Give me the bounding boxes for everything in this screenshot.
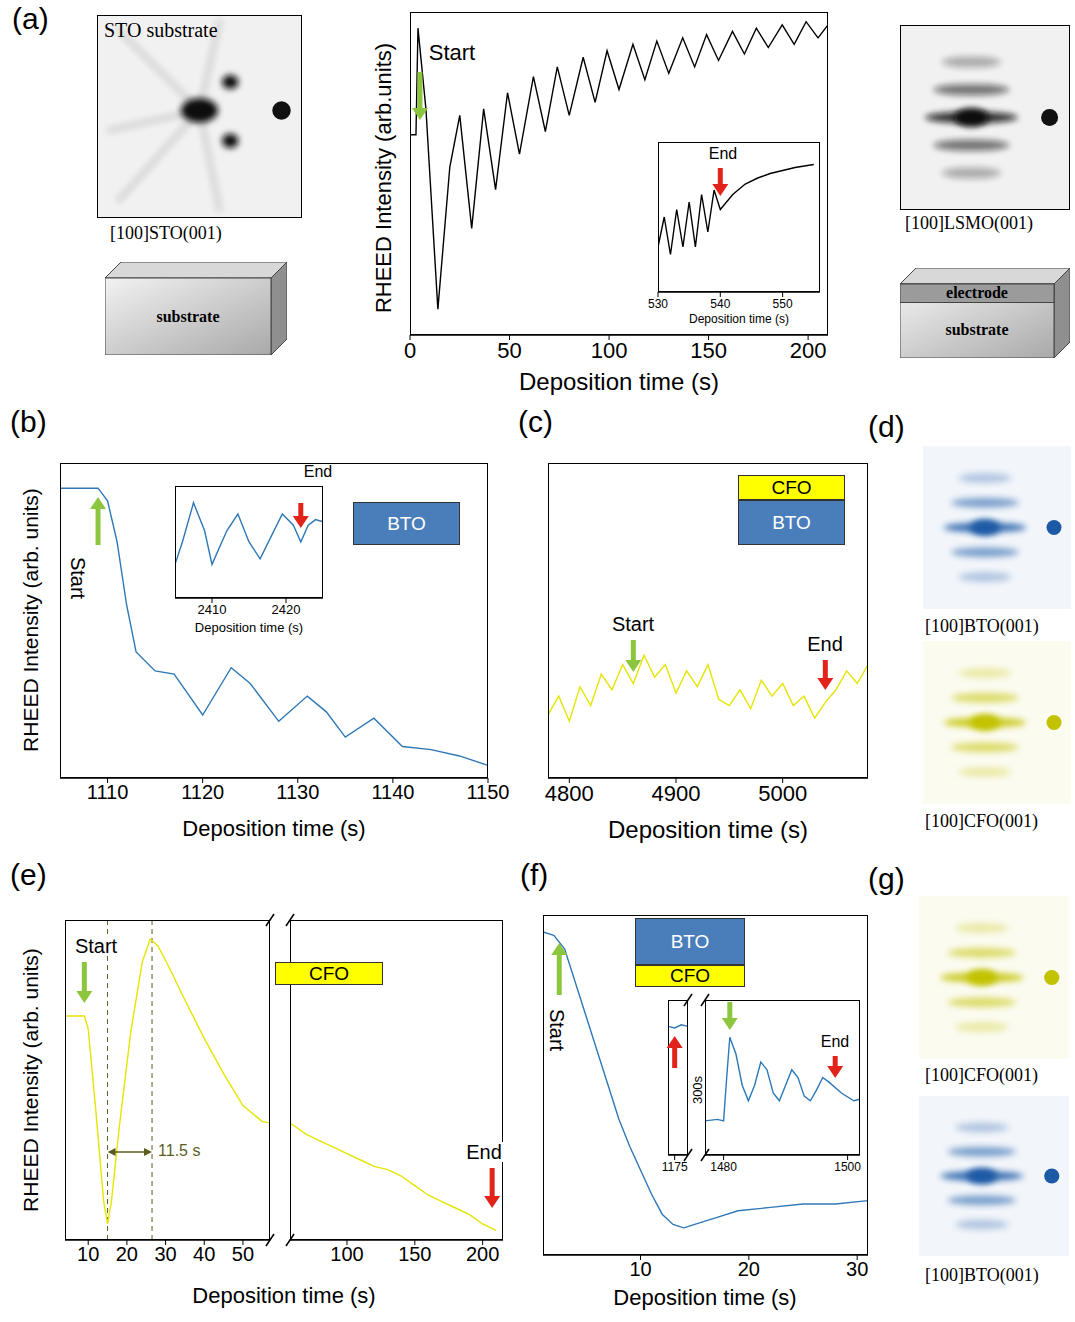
- html-text:(f): (f): [520, 858, 549, 891]
- svg-text:10: 10: [77, 1243, 99, 1265]
- svg-text:30: 30: [846, 1258, 868, 1280]
- html-text:BTO: BTO: [772, 511, 811, 533]
- svg-text:5000: 5000: [758, 781, 807, 806]
- html-text:Deposition time (s): Deposition time (s): [194, 620, 304, 635]
- svg-text:2410: 2410: [198, 602, 227, 617]
- svg-text:100: 100: [330, 1243, 363, 1265]
- svg-text:4800: 4800: [545, 781, 594, 806]
- svg-text:20: 20: [116, 1243, 138, 1265]
- html-text:End: End: [466, 1141, 502, 1163]
- html-text:Deposition time (s): Deposition time (s): [519, 368, 719, 395]
- svg-text:1175: 1175: [662, 1160, 688, 1174]
- html-text:RHEED Intensity (arb.units): RHEED Intensity (arb.units): [371, 42, 396, 314]
- svg-text:0: 0: [404, 338, 416, 363]
- html-text:[100]CFO(001): [100]CFO(001): [925, 811, 1038, 831]
- svg-text:substrate: substrate: [945, 321, 1008, 338]
- html-text:(g): (g): [868, 862, 905, 895]
- html-text:Deposition time (s): Deposition time (s): [613, 1285, 797, 1310]
- svg-text:20: 20: [738, 1258, 760, 1280]
- html-text:Deposition time (s): Deposition time (s): [689, 312, 789, 326]
- svg-text:40: 40: [193, 1243, 215, 1265]
- html-text:CFO: CFO: [669, 965, 710, 986]
- svg-text:electrode: electrode: [946, 284, 1008, 301]
- html-text:[100]CFO(001): [100]CFO(001): [925, 1065, 1038, 1085]
- svg-text:50: 50: [497, 338, 521, 363]
- svg-text:1130: 1130: [276, 781, 319, 803]
- html-text:End: End: [303, 463, 333, 480]
- html-text:Deposition time (s): Deposition time (s): [608, 816, 808, 843]
- svg-text:150: 150: [690, 338, 727, 363]
- html-text:Start: Start: [428, 40, 476, 65]
- html-text:(a): (a): [12, 2, 49, 35]
- svg-text:550: 550: [773, 297, 793, 311]
- html-text:End: End: [807, 633, 843, 655]
- html-text:[100]STO(001): [100]STO(001): [110, 223, 222, 243]
- html-text:Start: Start: [67, 556, 89, 600]
- html-text:(b): (b): [10, 405, 47, 438]
- svg-text:200: 200: [790, 338, 827, 363]
- svg-text:substrate: substrate: [156, 308, 219, 325]
- html-text:Start: Start: [74, 935, 118, 957]
- svg-text:10: 10: [629, 1258, 651, 1280]
- html-text:[100]LSMO(001): [100]LSMO(001): [905, 213, 1033, 233]
- svg-text:540: 540: [710, 297, 730, 311]
- svg-text:4900: 4900: [652, 781, 701, 806]
- html-text:BTO: BTO: [670, 930, 710, 952]
- svg-text:30: 30: [154, 1243, 176, 1265]
- html-text:RHEED Intensity (arb. units): RHEED Intensity (arb. units): [18, 948, 42, 1212]
- html-text:[100]BTO(001): [100]BTO(001): [925, 1265, 1039, 1285]
- html-text:(d): (d): [868, 410, 905, 443]
- html-text:(c): (c): [518, 405, 553, 438]
- svg-text:1110: 1110: [87, 781, 129, 803]
- html-text:End: End: [708, 145, 738, 162]
- svg-text:50: 50: [232, 1243, 254, 1265]
- svg-text:1500: 1500: [834, 1160, 861, 1174]
- html-text:RHEED Intensity (arb. units): RHEED Intensity (arb. units): [18, 488, 42, 752]
- html-text:STO substrate: STO substrate: [104, 19, 218, 41]
- html-text:11.5 s: 11.5 s: [158, 1142, 201, 1159]
- svg-text:100: 100: [591, 338, 628, 363]
- html-text:[100]BTO(001): [100]BTO(001): [925, 616, 1039, 636]
- svg-text:1140: 1140: [371, 781, 414, 803]
- svg-text:200: 200: [466, 1243, 499, 1265]
- svg-text:1150: 1150: [466, 781, 509, 803]
- html-text:300s: 300s: [689, 1075, 705, 1105]
- svg-text:1480: 1480: [710, 1160, 737, 1174]
- html-text:End: End: [820, 1033, 850, 1050]
- html-text:Deposition time (s): Deposition time (s): [192, 1283, 376, 1308]
- html-text:BTO: BTO: [387, 512, 426, 534]
- html-text:Deposition time (s): Deposition time (s): [182, 816, 366, 841]
- html-text:(e): (e): [10, 858, 47, 891]
- svg-text:530: 530: [648, 297, 668, 311]
- html-text:Start: Start: [611, 613, 655, 635]
- html-text:Start: Start: [546, 1008, 568, 1052]
- html-text:CFO: CFO: [308, 962, 349, 984]
- svg-text:150: 150: [398, 1243, 431, 1265]
- svg-text:2420: 2420: [272, 602, 301, 617]
- svg-text:1120: 1120: [181, 781, 224, 803]
- html-text:CFO: CFO: [771, 476, 812, 498]
